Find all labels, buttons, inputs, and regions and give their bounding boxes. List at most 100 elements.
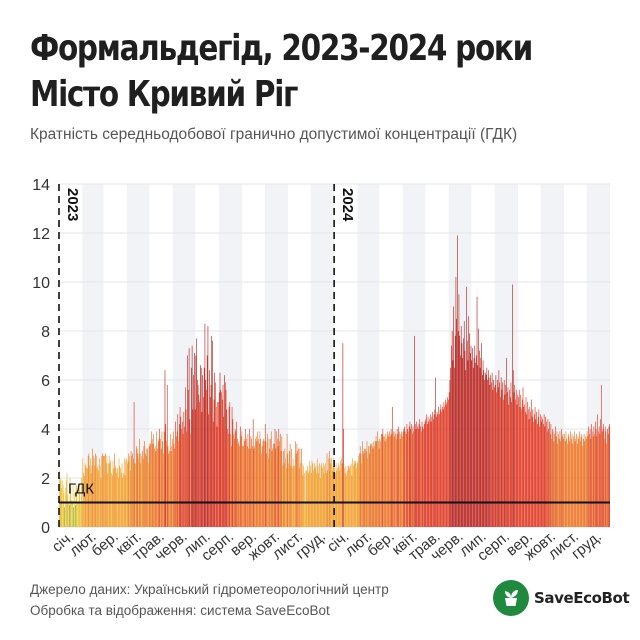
bar bbox=[439, 414, 440, 527]
bar bbox=[174, 448, 176, 527]
bar bbox=[362, 441, 363, 527]
bar bbox=[154, 446, 156, 527]
bar bbox=[399, 438, 401, 527]
bar bbox=[115, 468, 117, 527]
bar bbox=[512, 284, 513, 527]
bar bbox=[339, 470, 341, 527]
bar bbox=[269, 448, 271, 527]
bar bbox=[479, 367, 481, 527]
bar bbox=[294, 465, 295, 527]
bar bbox=[246, 438, 247, 527]
bar bbox=[347, 470, 348, 527]
bar bbox=[64, 507, 66, 527]
bar bbox=[515, 399, 516, 527]
bar bbox=[405, 433, 407, 527]
bar bbox=[556, 431, 558, 527]
bar bbox=[494, 387, 495, 527]
bar bbox=[166, 441, 167, 527]
bar bbox=[292, 458, 294, 527]
bar bbox=[568, 436, 570, 527]
bar bbox=[527, 409, 529, 527]
bar bbox=[109, 463, 111, 527]
bar bbox=[348, 465, 350, 527]
y-tick-label: 2 bbox=[41, 471, 50, 488]
bar bbox=[102, 455, 104, 527]
bar bbox=[541, 416, 543, 527]
bar bbox=[592, 436, 594, 527]
bar bbox=[485, 372, 486, 527]
bar bbox=[327, 470, 329, 527]
bar bbox=[71, 500, 72, 527]
bar bbox=[484, 380, 485, 527]
bar bbox=[366, 441, 368, 527]
bar bbox=[473, 357, 475, 527]
bar bbox=[522, 387, 524, 527]
bar bbox=[71, 502, 73, 527]
bar bbox=[470, 345, 472, 527]
bar bbox=[488, 377, 490, 527]
bar bbox=[172, 438, 173, 527]
bar bbox=[555, 436, 557, 527]
bar bbox=[457, 235, 458, 527]
bar bbox=[543, 424, 544, 527]
bar bbox=[391, 433, 393, 527]
bar bbox=[313, 463, 315, 527]
bar bbox=[120, 468, 121, 527]
bar bbox=[602, 429, 604, 527]
bar bbox=[82, 458, 84, 527]
bar bbox=[234, 438, 235, 527]
bar bbox=[609, 424, 610, 527]
bar bbox=[214, 372, 216, 527]
bar bbox=[506, 392, 508, 527]
bar bbox=[433, 414, 435, 527]
bar bbox=[149, 443, 151, 527]
bar bbox=[322, 463, 324, 527]
bar bbox=[231, 446, 232, 527]
bar bbox=[430, 414, 431, 527]
bar bbox=[420, 426, 421, 527]
bar bbox=[399, 431, 400, 527]
bar bbox=[588, 426, 589, 527]
bar bbox=[168, 453, 170, 527]
bar bbox=[254, 446, 255, 527]
bar bbox=[108, 455, 110, 527]
bar bbox=[591, 424, 592, 527]
bar bbox=[466, 340, 468, 527]
bar bbox=[198, 394, 200, 527]
bar bbox=[549, 421, 550, 527]
bar bbox=[305, 470, 307, 527]
bar bbox=[91, 465, 93, 527]
bar bbox=[608, 426, 610, 527]
bar bbox=[598, 431, 599, 527]
bar bbox=[256, 441, 258, 527]
bar bbox=[423, 429, 424, 527]
bar bbox=[570, 438, 572, 527]
bar bbox=[317, 465, 319, 527]
bar bbox=[314, 468, 316, 527]
bar bbox=[446, 402, 448, 527]
bar bbox=[132, 453, 133, 527]
bar bbox=[403, 429, 405, 527]
bar bbox=[371, 446, 373, 527]
bar bbox=[382, 429, 384, 527]
bar bbox=[561, 429, 562, 527]
bar bbox=[418, 424, 420, 527]
bar bbox=[92, 448, 93, 527]
bar bbox=[145, 448, 147, 527]
bar bbox=[356, 463, 358, 527]
bar bbox=[427, 416, 429, 527]
bar bbox=[422, 426, 424, 527]
bar bbox=[213, 399, 215, 527]
bar bbox=[589, 433, 590, 527]
bar bbox=[592, 431, 593, 527]
bar bbox=[389, 431, 390, 527]
bar bbox=[203, 397, 204, 527]
bar bbox=[529, 406, 531, 527]
bar bbox=[560, 441, 562, 527]
bar bbox=[193, 375, 194, 527]
bar bbox=[304, 473, 305, 527]
bar bbox=[178, 441, 179, 527]
bar bbox=[576, 443, 578, 527]
bar bbox=[78, 490, 80, 527]
bar bbox=[367, 458, 369, 527]
